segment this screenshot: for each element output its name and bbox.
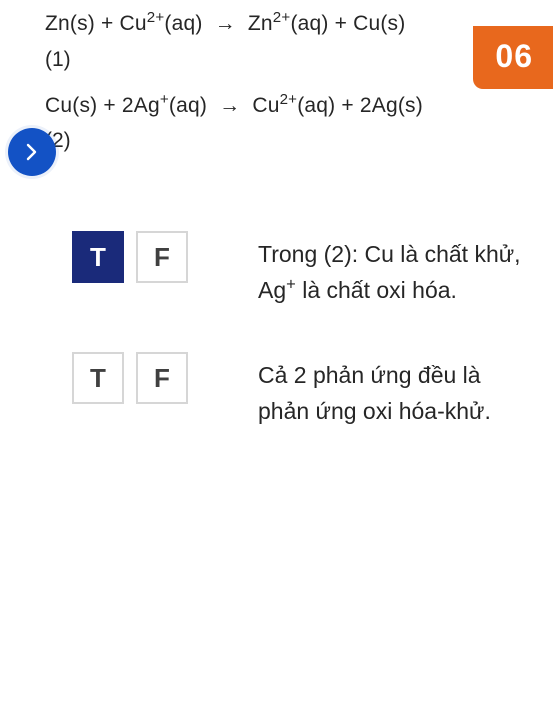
chevron-right-icon (26, 143, 38, 161)
next-button[interactable] (8, 128, 56, 176)
equation-2: Cu(s) + 2Ag+(aq) → Cu2+(aq) + 2Ag(s) (45, 90, 553, 122)
question-row: T F Cả 2 phản ứng đều là phản ứng oxi hó… (72, 352, 525, 429)
question-row: T F Trong (2): Cu là chất khử, Ag+ là ch… (72, 231, 525, 308)
question-number-badge: 06 (473, 26, 553, 89)
questions-block: T F Trong (2): Cu là chất khử, Ag+ là ch… (0, 231, 553, 430)
badge-text: 06 (495, 38, 533, 74)
false-button[interactable]: F (136, 231, 188, 283)
tf-group: T F (72, 231, 258, 283)
false-button[interactable]: F (136, 352, 188, 404)
equation-2-number: (2) (45, 129, 553, 153)
arrow-icon: → (209, 8, 242, 40)
true-button[interactable]: T (72, 352, 124, 404)
arrow-icon: → (213, 90, 246, 122)
tf-group: T F (72, 352, 258, 404)
equations-block: Zn(s) + Cu2+(aq) → Zn2+(aq) + Cu(s) (1) … (0, 0, 553, 153)
question-text: Trong (2): Cu là chất khử, Ag+ là chất o… (258, 231, 525, 308)
question-text: Cả 2 phản ứng đều là phản ứng oxi hóa-kh… (258, 352, 525, 429)
true-button[interactable]: T (72, 231, 124, 283)
